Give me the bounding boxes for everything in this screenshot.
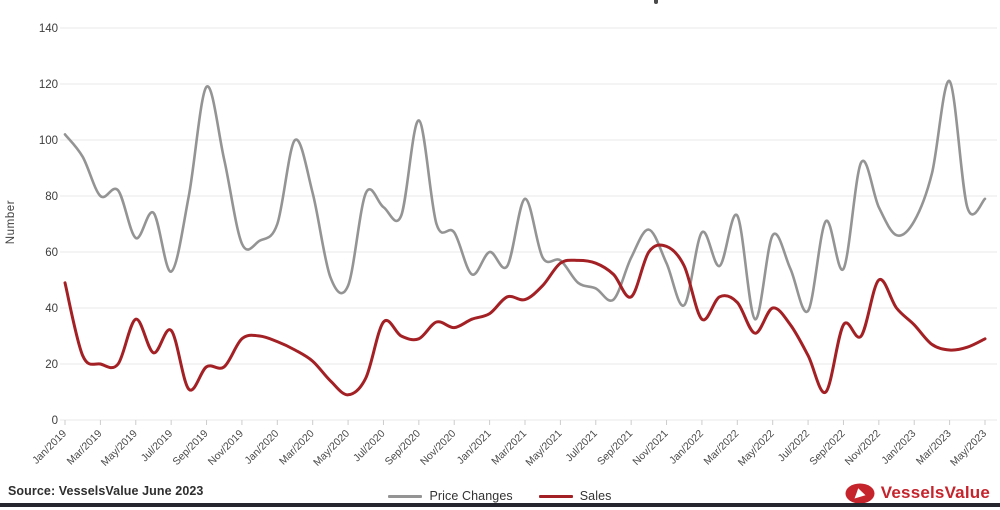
legend-swatch-icon xyxy=(538,494,573,498)
y-tick-label-120: 120 xyxy=(39,79,58,91)
x-tick-label: Sep/2022 xyxy=(807,428,847,468)
x-tick-label: Nov/2020 xyxy=(418,428,458,468)
x-tick-label: Jan/2022 xyxy=(667,428,706,467)
x-tick-label: Jan/2020 xyxy=(242,428,281,467)
x-tick-label: May/2023 xyxy=(948,428,989,469)
x-tick-label: Sep/2020 xyxy=(383,428,423,468)
x-tick-label: Sep/2019 xyxy=(170,428,210,468)
footer: Source: VesselsValue June 2023 Price Cha… xyxy=(0,481,1000,503)
logo-text: VesselsValue xyxy=(880,483,990,502)
y-tick-label-20: 20 xyxy=(45,359,58,371)
series-line-sales xyxy=(63,243,987,397)
x-tick-label: May/2021 xyxy=(523,428,564,469)
y-tick-label-0: 0 xyxy=(52,415,58,427)
x-tick-label: Jan/2019 xyxy=(30,428,69,467)
y-tick-label-140: 140 xyxy=(39,23,58,35)
y-tick-label-100: 100 xyxy=(39,135,58,147)
x-tick-label: Mar/2021 xyxy=(489,428,529,468)
x-tick-label: Nov/2021 xyxy=(630,428,670,468)
vesselsvalue-oval-sail-icon xyxy=(845,483,875,503)
chart-legend: Price Changes Sales xyxy=(0,481,1000,507)
x-tick-label: Mar/2023 xyxy=(914,428,954,468)
bottom-border-bar xyxy=(0,503,1000,507)
legend-label: Price Changes xyxy=(429,489,513,503)
y-tick-label-40: 40 xyxy=(45,303,58,315)
x-tick-label: Jan/2023 xyxy=(879,428,918,467)
x-tick-label: May/2019 xyxy=(99,428,140,469)
source-note: Source: VesselsValue June 2023 xyxy=(8,484,204,498)
series-line-price-changes xyxy=(63,79,987,321)
legend-item-sales: Sales xyxy=(538,489,612,503)
x-tick-label: Nov/2022 xyxy=(843,428,883,468)
x-tick-label: Jan/2021 xyxy=(455,428,494,467)
y-axis-title: Number xyxy=(5,199,17,245)
x-tick-label: Sep/2021 xyxy=(595,428,635,468)
y-tick-label-60: 60 xyxy=(45,247,58,259)
legend-label: Sales xyxy=(579,489,612,503)
x-tick-label: Mar/2022 xyxy=(702,428,742,468)
vesselsvalue-logo: VesselsValue xyxy=(845,481,990,505)
x-tick-label: Mar/2019 xyxy=(65,428,105,468)
x-tick-label: Nov/2019 xyxy=(206,428,246,468)
clipped-title-fragment xyxy=(654,0,658,4)
y-tick-label-80: 80 xyxy=(45,191,58,203)
x-tick-label: May/2020 xyxy=(311,428,352,469)
line-chart: 020406080100120140Jan/2019Mar/2019May/20… xyxy=(30,23,997,469)
legend-swatch-icon xyxy=(388,494,423,498)
x-tick-label: May/2022 xyxy=(736,428,777,469)
legend-item-price-changes: Price Changes xyxy=(388,489,513,503)
